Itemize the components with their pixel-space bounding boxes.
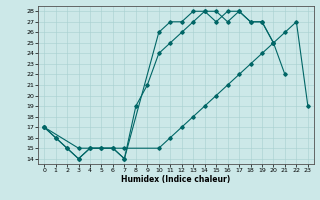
- X-axis label: Humidex (Indice chaleur): Humidex (Indice chaleur): [121, 175, 231, 184]
